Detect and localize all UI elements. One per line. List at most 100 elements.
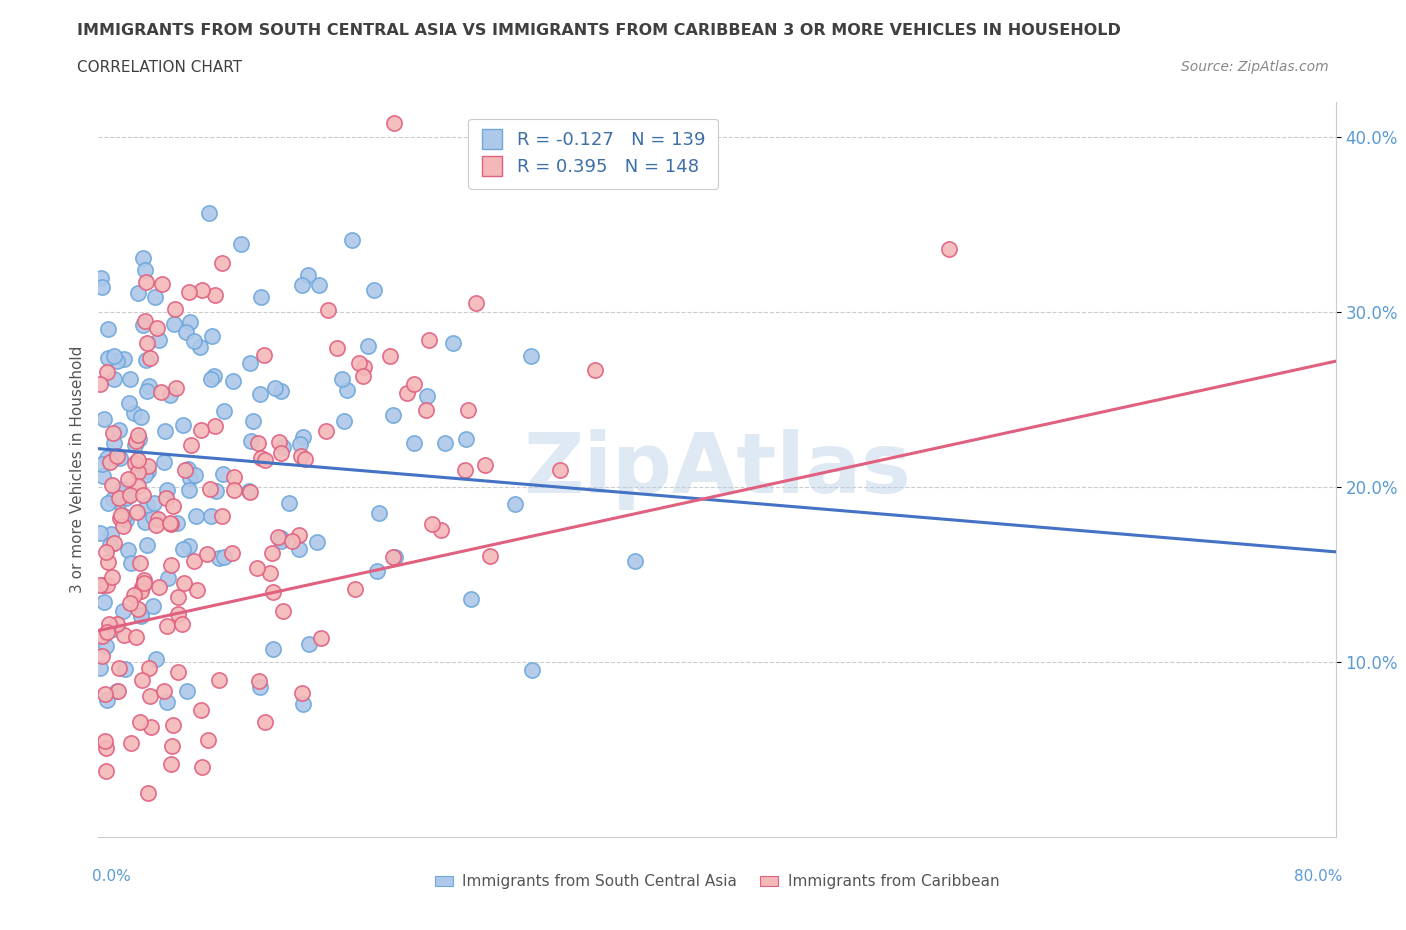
Point [148,333,170,348]
Point [416,388,439,403]
Point [138,661,160,676]
Point [200,372,222,387]
Point [305,534,328,549]
Point [143,495,166,510]
Point [94,544,117,559]
Text: 0.0%: 0.0% [93,869,131,884]
Point [264,381,287,396]
Point [91,469,114,484]
Point [127,286,149,301]
Point [347,356,370,371]
Point [139,351,162,365]
Point [464,295,486,310]
Text: ZipAtlas: ZipAtlas [523,429,911,511]
Point [152,455,174,470]
Point [97,351,120,365]
Point [148,579,170,594]
Point [938,242,960,257]
Point [142,510,165,525]
Point [136,463,159,478]
Point [159,388,181,403]
Point [138,379,160,394]
Point [222,470,245,485]
Point [134,514,156,529]
Point [120,555,142,570]
Point [101,492,124,507]
Point [430,523,453,538]
Point [89,660,111,675]
Point [159,516,181,531]
Point [259,565,281,580]
Point [291,278,314,293]
Point [155,619,177,634]
Point [211,466,233,481]
Point [195,547,218,562]
Point [191,283,214,298]
Point [112,352,135,366]
Point [382,407,405,422]
Point [127,479,149,494]
Point [297,268,319,283]
Point [132,317,155,332]
Point [112,486,135,501]
Point [155,490,177,505]
Point [224,483,246,498]
Point [117,472,139,486]
Point [308,277,330,292]
Point [270,445,292,460]
Point [262,546,284,561]
Point [98,538,121,552]
Point [143,289,166,304]
Point [162,717,184,732]
Point [142,598,165,613]
Point [129,410,152,425]
Point [159,517,181,532]
Point [281,534,304,549]
Point [183,553,205,568]
Point [222,374,245,389]
Point [136,498,159,512]
Point [91,578,114,592]
Point [118,395,141,410]
Point [94,733,117,748]
Point [120,372,142,387]
Point [110,482,132,497]
Point [172,542,194,557]
Point [127,427,149,442]
Point [129,583,152,598]
Point [132,487,155,502]
Point [91,629,114,644]
Point [247,673,270,688]
Point [474,458,496,472]
Point [271,604,294,618]
Point [124,437,146,452]
Point [177,483,200,498]
Point [246,561,269,576]
Point [190,703,212,718]
Point [277,496,299,511]
Point [382,550,405,565]
Point [101,569,124,584]
Point [249,679,271,694]
Point [363,283,385,298]
Point [269,434,291,449]
Point [204,418,226,433]
Point [122,405,145,420]
Point [291,430,314,445]
Point [212,550,235,565]
Point [239,356,262,371]
Point [270,534,292,549]
Point [136,538,159,552]
Point [135,274,157,289]
Point [139,688,162,703]
Point [114,490,136,505]
Point [520,662,543,677]
Point [94,686,117,701]
Point [134,262,156,277]
Point [420,516,443,531]
Point [298,636,321,651]
Point [105,448,128,463]
Point [396,386,419,401]
Point [129,607,152,622]
Point [201,328,224,343]
